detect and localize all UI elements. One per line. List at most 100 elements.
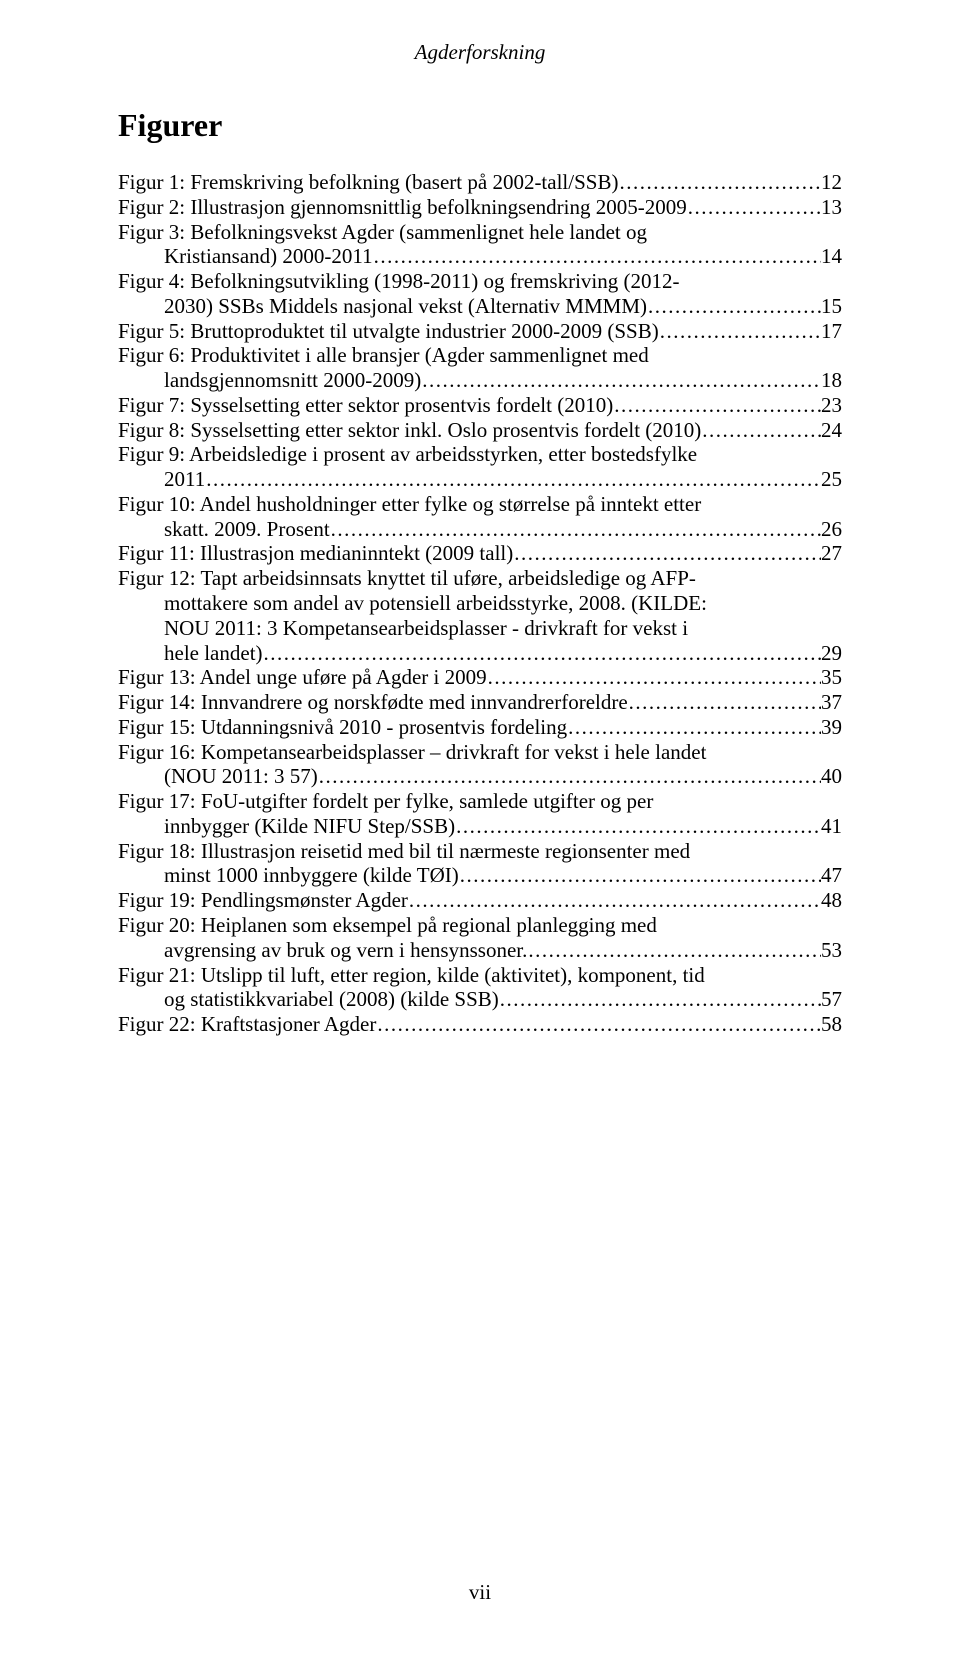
toc-entry-text: hele landet) [118,641,263,666]
toc-entry: 2011 25 [118,467,842,492]
toc-leader-dots [527,938,821,963]
toc-leader-dots [455,814,821,839]
toc-entry-text: Figur 5: Bruttoproduktet til utvalgte in… [118,319,659,344]
toc-leader-dots [499,987,821,1012]
toc-entry-page: 27 [821,541,842,566]
toc-leader-dots [318,764,821,789]
toc-entry: Figur 15: Utdanningsnivå 2010 - prosentv… [118,715,842,740]
toc-entry: mottakere som andel av potensiell arbeid… [118,591,842,616]
toc-entry: Figur 10: Andel husholdninger etter fylk… [118,492,842,517]
toc-entry-page: 57 [821,987,842,1012]
toc-leader-dots [618,170,821,195]
toc-entry-page: 35 [821,665,842,690]
toc-entry-page: 26 [821,517,842,542]
toc-entry-page: 25 [821,467,842,492]
toc-entry-text: Figur 4: Befolkningsutvikling (1998-2011… [118,269,680,294]
toc-entry: Figur 4: Befolkningsutvikling (1998-2011… [118,269,842,294]
toc-leader-dots [205,467,821,492]
toc-leader-dots [408,888,821,913]
toc-entry: Figur 21: Utslipp til luft, etter region… [118,963,842,988]
toc-entry-text: NOU 2011: 3 Kompetansearbeidsplasser - d… [118,616,688,641]
toc-leader-dots [376,1012,821,1037]
toc-entry-text: Figur 15: Utdanningsnivå 2010 - prosentv… [118,715,567,740]
toc-entry-text: landsgjennomsnitt 2000-2009) [118,368,421,393]
toc-entry-text: mottakere som andel av potensiell arbeid… [118,591,707,616]
toc-entry: hele landet) 29 [118,641,842,666]
toc-entry-page: 48 [821,888,842,913]
toc-entry: Figur 20: Heiplanen som eksempel på regi… [118,913,842,938]
toc-entry-text: Figur 21: Utslipp til luft, etter region… [118,963,705,988]
toc-entry-text: 2030) SSBs Middels nasjonal vekst (Alter… [118,294,647,319]
toc-entry: Kristiansand) 2000-201114 [118,244,842,269]
toc-entry-text: Figur 13: Andel unge uføre på Agder i 20… [118,665,487,690]
toc-entry: minst 1000 innbyggere (kilde TØI)47 [118,863,842,888]
toc-entry-text: Figur 20: Heiplanen som eksempel på regi… [118,913,657,938]
toc-entry: Figur 19: Pendlingsmønster Agder 48 [118,888,842,913]
toc-leader-dots [373,244,821,269]
toc-entry-text: Figur 11: Illustrasjon medianinntekt (20… [118,541,513,566]
toc-entry-page: 37 [821,690,842,715]
toc-entry-text: Figur 9: Arbeidsledige i prosent av arbe… [118,442,697,467]
toc-entry-text: Figur 8: Sysselsetting etter sektor inkl… [118,418,701,443]
toc-entry: Figur 9: Arbeidsledige i prosent av arbe… [118,442,842,467]
toc-entry: skatt. 2009. Prosent 26 [118,517,842,542]
toc-entry-page: 41 [821,814,842,839]
toc-entry-page: 24 [821,418,842,443]
toc-entry: Figur 2: Illustrasjon gjennomsnittlig be… [118,195,842,220]
toc-entry-text: innbygger (Kilde NIFU Step/SSB) [118,814,455,839]
toc-entry: Figur 11: Illustrasjon medianinntekt (20… [118,541,842,566]
toc-entry-page: 15 [821,294,842,319]
toc-entry: Figur 18: Illustrasjon reisetid med bil … [118,839,842,864]
toc-entry: 2030) SSBs Middels nasjonal vekst (Alter… [118,294,842,319]
page: Agderforskning Figurer Figur 1: Fremskri… [0,0,960,1653]
toc-entry-text: Figur 6: Produktivitet i alle bransjer (… [118,343,649,368]
toc-leader-dots [687,195,821,220]
toc-entry: Figur 12: Tapt arbeidsinnsats knyttet ti… [118,566,842,591]
toc-entry-text: og statistikkvariabel (2008) (kilde SSB) [118,987,499,1012]
toc-entry-text: Figur 16: Kompetansearbeidsplasser – dri… [118,740,706,765]
toc-entry: Figur 7: Sysselsetting etter sektor pros… [118,393,842,418]
toc-entry: Figur 1: Fremskriving befolkning (basert… [118,170,842,195]
toc-leader-dots [647,294,821,319]
toc-entry-page: 12 [821,170,842,195]
toc-leader-dots [613,393,821,418]
toc-leader-dots [628,690,821,715]
toc-entry-page: 29 [821,641,842,666]
running-header: Agderforskning [118,40,842,65]
toc-leader-dots [513,541,821,566]
toc-entry: Figur 16: Kompetansearbeidsplasser – dri… [118,740,842,765]
page-number: vii [0,1580,960,1605]
toc-leader-dots [659,319,821,344]
toc-entry: og statistikkvariabel (2008) (kilde SSB)… [118,987,842,1012]
toc-entry-page: 40 [821,764,842,789]
toc-entry-page: 53 [821,938,842,963]
toc-leader-dots [701,418,821,443]
toc-leader-dots [567,715,821,740]
toc-entry-page: 17 [821,319,842,344]
toc-entry-text: 2011 [118,467,205,492]
toc-entry-page: 13 [821,195,842,220]
toc-entry: Figur 14: Innvandrere og norskfødte med … [118,690,842,715]
toc-entry-text: Figur 18: Illustrasjon reisetid med bil … [118,839,690,864]
toc-entry-text: Figur 10: Andel husholdninger etter fylk… [118,492,701,517]
toc-entry-page: 47 [821,863,842,888]
toc-entry-text: Figur 14: Innvandrere og norskfødte med … [118,690,628,715]
toc-entry-text: avgrensing av bruk og vern i hensynssone… [118,938,527,963]
toc-entry-text: (NOU 2011: 3 57) [118,764,318,789]
toc-entry-text: Figur 3: Befolkningsvekst Agder (sammenl… [118,220,647,245]
toc-entry: Figur 17: FoU-utgifter fordelt per fylke… [118,789,842,814]
toc-entry-page: 58 [821,1012,842,1037]
table-of-figures: Figur 1: Fremskriving befolkning (basert… [118,170,842,1037]
toc-entry-page: 23 [821,393,842,418]
toc-entry-text: Figur 19: Pendlingsmønster Agder [118,888,408,913]
toc-entry: Figur 8: Sysselsetting etter sektor inkl… [118,418,842,443]
toc-entry-text: Figur 7: Sysselsetting etter sektor pros… [118,393,613,418]
toc-entry-page: 18 [821,368,842,393]
toc-entry-text: Figur 17: FoU-utgifter fordelt per fylke… [118,789,653,814]
toc-leader-dots [459,863,821,888]
toc-entry: Figur 5: Bruttoproduktet til utvalgte in… [118,319,842,344]
toc-entry: Figur 22: Kraftstasjoner Agder 58 [118,1012,842,1037]
toc-entry-text: Figur 22: Kraftstasjoner Agder [118,1012,376,1037]
toc-entry: Figur 13: Andel unge uføre på Agder i 20… [118,665,842,690]
toc-entry-text: skatt. 2009. Prosent [118,517,330,542]
